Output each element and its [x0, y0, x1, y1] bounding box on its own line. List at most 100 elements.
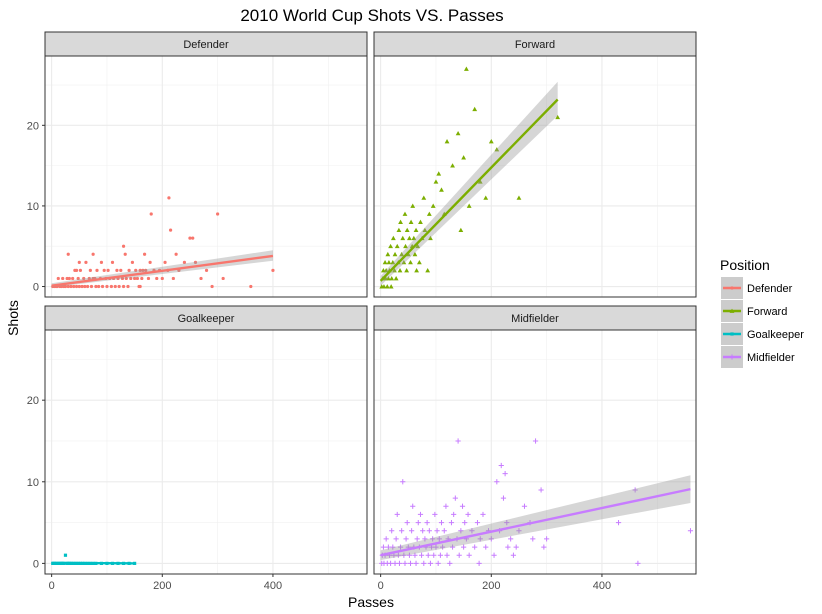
- data-point: [61, 276, 65, 281]
- data-point: [76, 276, 80, 281]
- data-point: [408, 219, 414, 224]
- data-point: [84, 260, 88, 264]
- data-point: [396, 560, 403, 566]
- data-point: [434, 528, 440, 534]
- data-point: [72, 284, 76, 289]
- data-point: [412, 552, 418, 558]
- data-point: [382, 259, 388, 265]
- legend-label: Defender: [747, 283, 793, 295]
- data-point: [635, 560, 641, 566]
- strip-label: Forward: [515, 39, 555, 51]
- data-point: [413, 227, 419, 233]
- data-point: [420, 528, 426, 534]
- data-point: [456, 552, 462, 558]
- data-point: [444, 139, 450, 144]
- data-point: [388, 243, 393, 249]
- x-tick-label: 200: [482, 580, 500, 592]
- data-point: [407, 235, 412, 241]
- x-axis-title: Passes: [348, 594, 394, 610]
- y-axis-title: Shots: [5, 300, 21, 336]
- data-point: [144, 268, 148, 273]
- data-point: [80, 284, 84, 289]
- data-point: [404, 227, 410, 233]
- data-point: [458, 528, 464, 534]
- data-point: [126, 284, 130, 289]
- data-point: [388, 284, 394, 289]
- data-point: [168, 228, 173, 232]
- points-forward: [379, 66, 561, 289]
- data-point: [410, 503, 416, 509]
- data-point: [632, 487, 638, 493]
- data-point: [100, 284, 105, 289]
- data-point: [425, 552, 431, 558]
- data-point: [498, 462, 504, 469]
- data-point: [91, 252, 95, 256]
- data-point: [204, 268, 209, 273]
- x-tick-label: 0: [378, 580, 384, 592]
- panel-background: [374, 56, 696, 297]
- data-point: [399, 251, 405, 257]
- trend-line: [51, 254, 274, 287]
- data-point: [383, 536, 389, 542]
- y-tick-label: 10: [27, 477, 39, 489]
- legend-label: Goalkeeper: [747, 329, 804, 341]
- data-point: [465, 511, 471, 518]
- data-point: [469, 528, 475, 534]
- legend-item-midfielder: Midfielder: [721, 346, 795, 368]
- data-point: [414, 536, 420, 542]
- y-tick-label: 0: [33, 282, 39, 294]
- data-point: [121, 284, 126, 289]
- data-point: [505, 544, 511, 550]
- data-point: [513, 544, 519, 550]
- strip-background: [373, 31, 697, 57]
- data-point: [530, 536, 536, 542]
- panel-border: [373, 55, 697, 298]
- data-point: [385, 544, 391, 550]
- data-point: [381, 284, 387, 289]
- y-tick-label: 10: [27, 201, 39, 213]
- data-point: [421, 560, 427, 566]
- legend-key-marker: [730, 332, 734, 336]
- data-point: [110, 260, 115, 264]
- strip-background: [44, 31, 368, 57]
- legend: Position Defender Forward Goalkeeper Midfie…: [720, 257, 804, 368]
- data-point: [404, 519, 410, 526]
- legend-key-marker: [729, 354, 735, 360]
- data-point: [171, 276, 175, 281]
- data-point: [141, 268, 145, 273]
- data-point: [615, 519, 622, 526]
- data-point: [396, 227, 402, 233]
- data-point: [413, 560, 419, 566]
- data-point: [124, 276, 128, 281]
- data-point: [74, 268, 79, 273]
- data-point: [687, 528, 694, 534]
- data-point: [440, 544, 446, 550]
- panel-background: [374, 330, 696, 574]
- data-point: [483, 544, 489, 550]
- data-point: [69, 284, 73, 289]
- data-point: [115, 268, 119, 273]
- data-point: [494, 479, 500, 485]
- data-point: [67, 276, 71, 281]
- data-point: [94, 284, 98, 289]
- data-point: [142, 252, 147, 256]
- data-point: [444, 552, 450, 558]
- facet-defender: Defender 0 10 20: [27, 31, 368, 298]
- data-point: [483, 195, 489, 200]
- trend-line: [379, 98, 559, 282]
- data-point: [455, 438, 461, 444]
- data-point: [56, 276, 60, 281]
- x-tick-label: 0: [49, 580, 55, 592]
- data-point: [106, 268, 110, 273]
- data-point: [109, 284, 113, 289]
- data-point: [466, 203, 472, 208]
- data-point: [133, 276, 137, 281]
- data-point: [138, 284, 142, 289]
- data-point: [407, 560, 414, 566]
- y-tick-label: 20: [27, 120, 39, 132]
- data-point: [414, 268, 420, 273]
- data-point: [119, 268, 123, 273]
- data-point: [435, 560, 441, 566]
- data-point: [383, 268, 389, 273]
